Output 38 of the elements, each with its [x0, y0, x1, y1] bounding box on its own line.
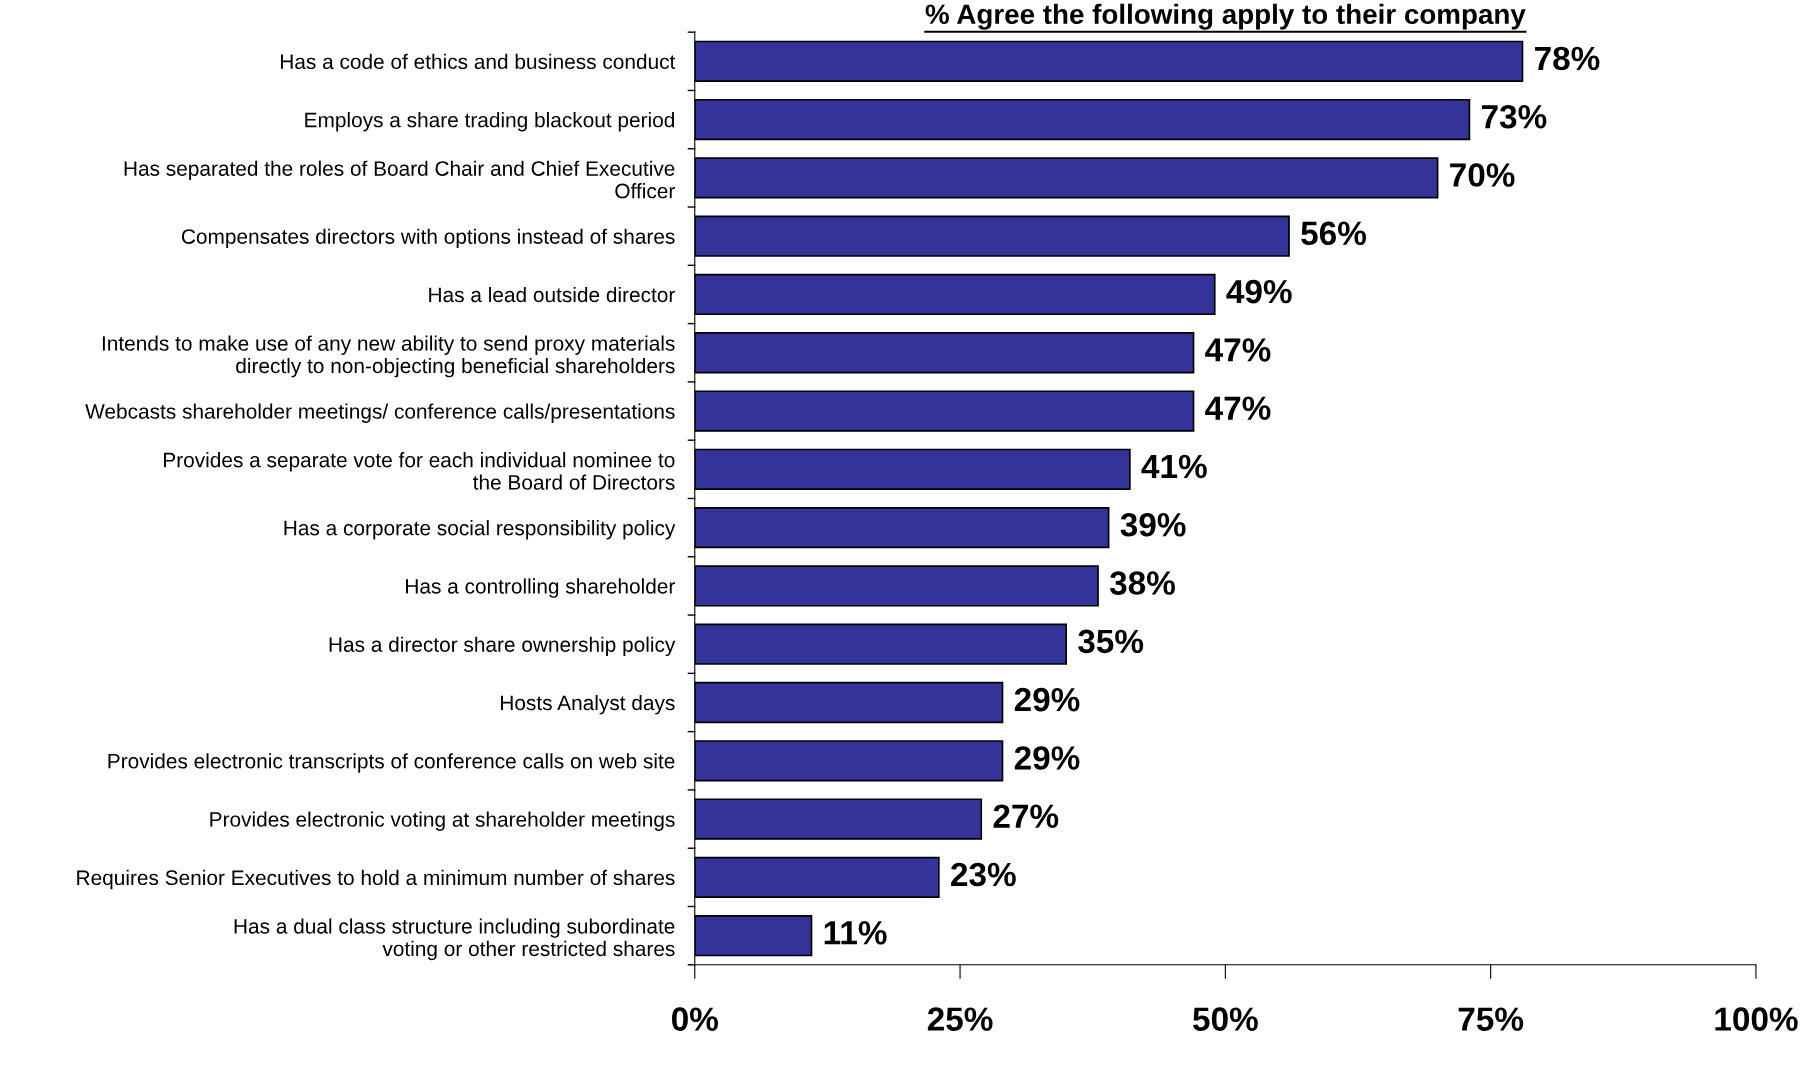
data-label: 47% — [1205, 338, 1271, 362]
x-tick-label: 25% — [927, 1007, 993, 1031]
data-label: 39% — [1120, 512, 1186, 537]
y-tick-label: Provides electronic voting at shareholder meetings — [210, 811, 675, 831]
y-tick-label: Webcasts shareholder meetings/ conference calls/presentations — [85, 403, 675, 423]
x-tick-label: 75% — [1458, 1007, 1524, 1031]
data-label: 41% — [1141, 454, 1207, 479]
data-label: 29% — [1014, 746, 1080, 770]
data-label: 38% — [1109, 571, 1175, 595]
x-tick-label: 100% — [1715, 1007, 1798, 1031]
y-tick-label: Hosts Analyst days — [501, 694, 675, 715]
y-tick-label: Has a corporate social responsibility policy — [284, 520, 676, 540]
y-tick-label: Has a director share ownership policy — [329, 636, 676, 657]
y-tick-label: Intends to make use of any new ability to send proxy materials directly to non-objecting beneficial shareholders — [102, 335, 675, 378]
y-tick-label: Has a dual class structure including subordinate voting or other restricted shares — [234, 918, 675, 961]
data-label: 29% — [1014, 687, 1080, 712]
data-label: 35% — [1078, 629, 1144, 654]
data-label: 78% — [1535, 46, 1600, 71]
y-tick-label: Provides a separate vote for each individual nominee to the Board of Directors — [164, 452, 675, 490]
chart-title: % Agree the following apply to their company — [925, 3, 1526, 30]
data-label: 49% — [1226, 279, 1292, 304]
data-label: 56% — [1301, 221, 1366, 246]
data-label: 73% — [1481, 104, 1547, 129]
data-label: 47% — [1205, 396, 1271, 420]
y-tick-label: Compensates directors with options instead of shares — [181, 228, 675, 249]
y-tick-label: Provides electronic transcripts of conference calls on web site — [108, 753, 675, 773]
x-tick-label: 50% — [1193, 1007, 1258, 1031]
y-tick-label: Has a lead outside director — [429, 286, 675, 303]
data-label: 23% — [951, 862, 1016, 887]
data-label: 70% — [1450, 163, 1515, 187]
y-tick-label: Has separated the roles of Board Chair and Chief Executive Officer — [124, 160, 675, 199]
y-tick-label: Employs a share trading blackout period — [305, 112, 674, 132]
y-tick-label: Has a code of ethics and business conduct — [280, 53, 676, 70]
data-label: 11% — [824, 921, 887, 945]
y-tick-label: Requires Senior Executives to hold a minimum number of shares — [77, 869, 675, 890]
data-label: 27% — [993, 804, 1059, 828]
x-tick-label: 0% — [671, 1007, 718, 1031]
y-tick-label: Has a controlling shareholder — [406, 578, 675, 598]
